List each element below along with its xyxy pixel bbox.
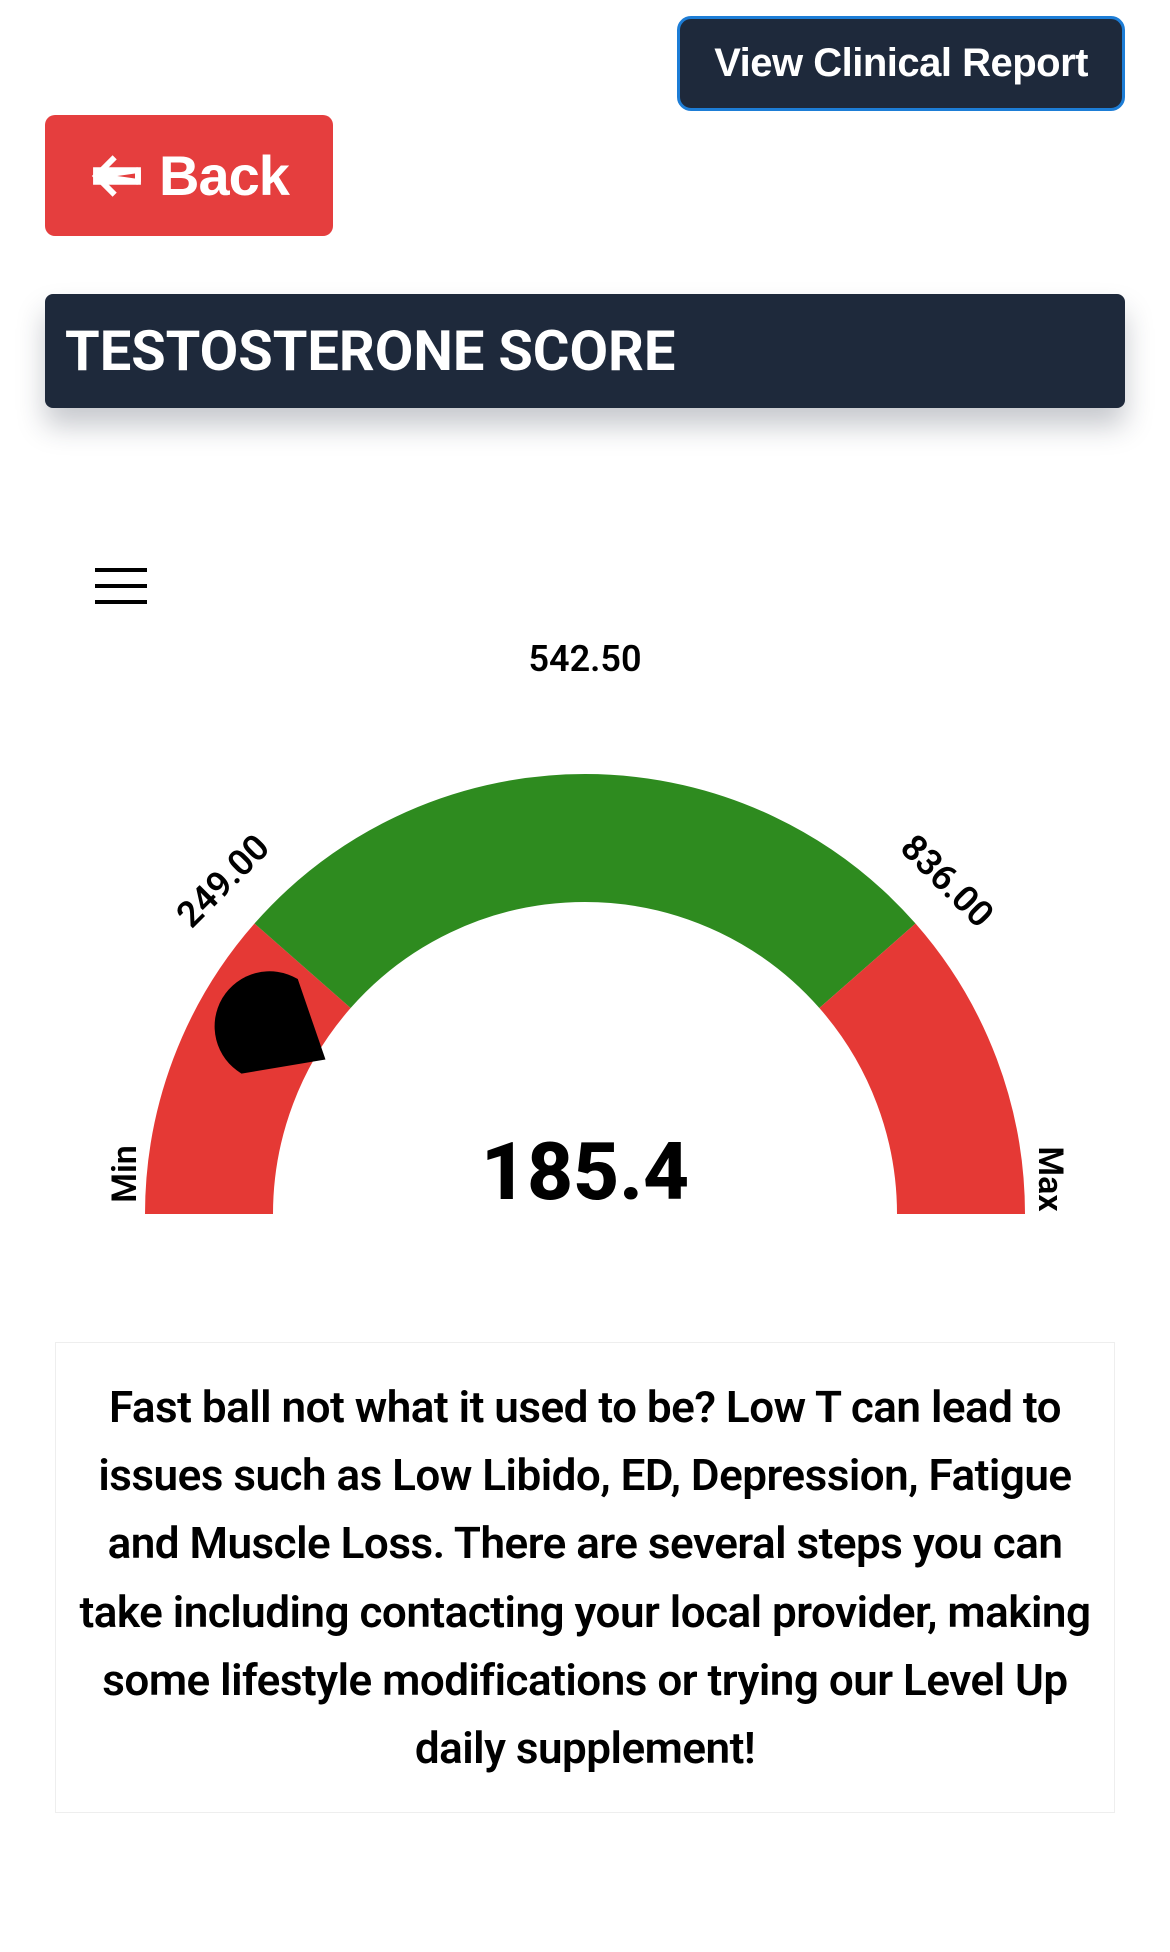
view-clinical-report-button[interactable]: View Clinical Report [677, 16, 1125, 111]
back-button[interactable]: Back [45, 115, 333, 236]
hamburger-menu-icon[interactable] [95, 568, 147, 604]
page-title: TESTOSTERONE SCORE [45, 294, 1125, 408]
back-button-label: Back [159, 143, 289, 208]
svg-text:185.4: 185.4 [481, 1125, 689, 1219]
score-description: Fast ball not what it used to be? Low T … [55, 1342, 1115, 1813]
testosterone-gauge: 185.4 542.50249.00836.00MinMax [70, 644, 1100, 1294]
arrow-left-icon [89, 148, 145, 204]
